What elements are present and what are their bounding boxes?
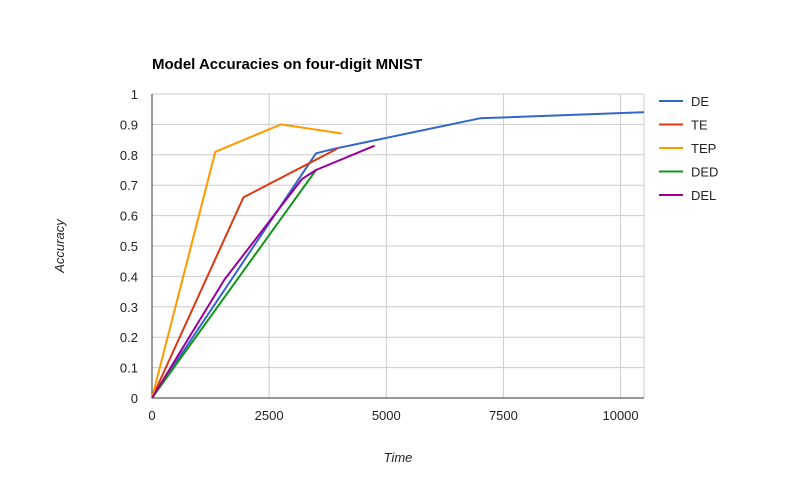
grid-lines — [152, 93, 645, 398]
y-tick-label: 0 — [131, 391, 138, 406]
legend-label-ded: DED — [691, 165, 718, 180]
y-tick-label: 0.6 — [120, 209, 138, 224]
series-line-ded — [151, 169, 317, 399]
series-line-de — [151, 111, 645, 399]
chart-title: Model Accuracies on four-digit MNIST — [152, 56, 422, 73]
legend-label-del: DEL — [691, 188, 716, 203]
y-tick-label: 0.2 — [120, 330, 138, 345]
tick-labels: 0 0.1 0.2 0.3 0.4 0.5 0.6 0.7 0.8 0.9 1 0 2500 5000 75… — [120, 87, 639, 423]
y-tick-label: 0.5 — [120, 239, 138, 254]
y-tick-label: 0.4 — [120, 269, 138, 284]
legend-label-de: DE — [691, 94, 709, 109]
axes — [151, 94, 644, 399]
x-tick-label: 7500 — [489, 408, 518, 423]
x-axis-title: Time — [384, 450, 413, 465]
y-tick-label: 0.3 — [120, 300, 138, 315]
y-tick-label: 0.9 — [120, 117, 138, 132]
y-tick-label: 0.1 — [120, 361, 138, 376]
series-lines — [151, 111, 645, 399]
legend-label-tep: TEP — [691, 141, 716, 156]
y-axis-title: Accuracy — [52, 218, 67, 274]
series-line-tep — [151, 123, 342, 399]
series-line-te — [151, 147, 338, 399]
legend: DE TE TEP DED DEL — [659, 94, 718, 203]
x-tick-label: 2500 — [255, 408, 284, 423]
legend-label-te: TE — [691, 118, 708, 133]
y-tick-label: 1 — [131, 87, 138, 102]
x-tick-label: 10000 — [602, 408, 638, 423]
x-tick-label: 0 — [148, 408, 155, 423]
x-tick-label: 5000 — [372, 408, 401, 423]
y-tick-label: 0.7 — [120, 178, 138, 193]
series-line-del — [151, 144, 375, 399]
y-tick-label: 0.8 — [120, 148, 138, 163]
